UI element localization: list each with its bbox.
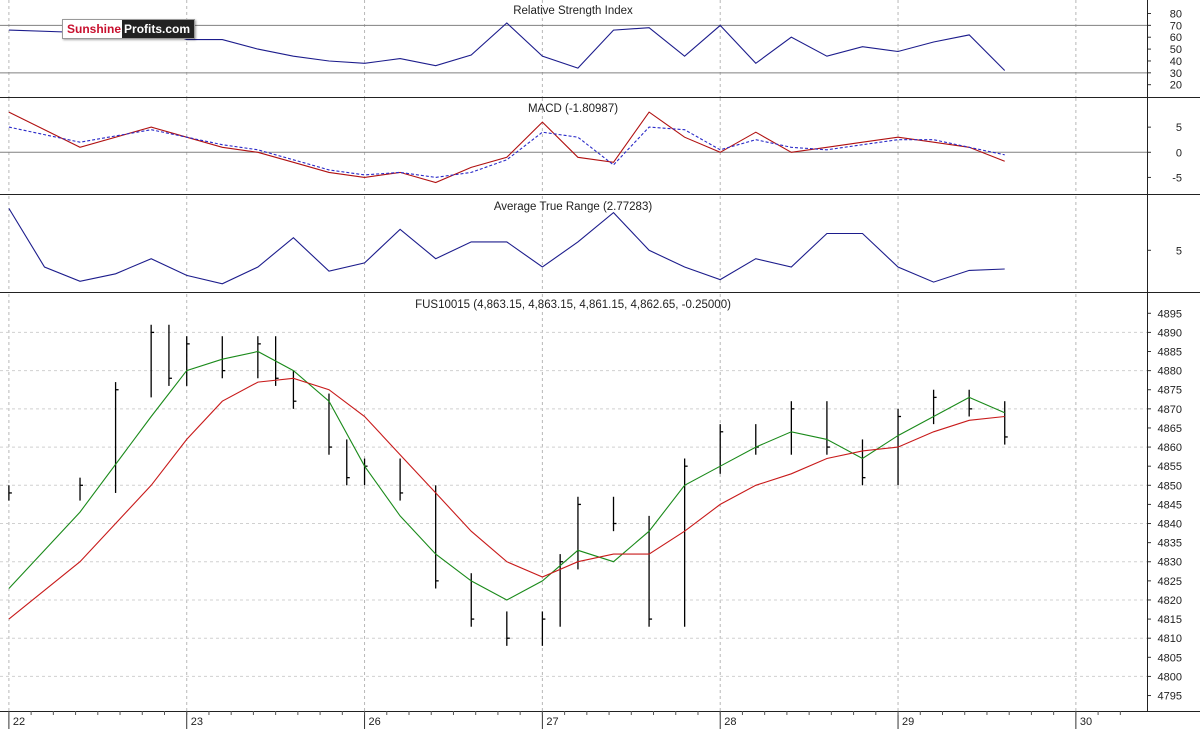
y-tick-label: 4800 bbox=[1158, 671, 1182, 683]
rsi-series-line bbox=[8, 22, 1006, 71]
y-tick-label: 4840 bbox=[1158, 519, 1182, 531]
y-tick-label: 4835 bbox=[1158, 538, 1182, 550]
x-tick-label: 26 bbox=[369, 716, 381, 728]
y-tick-label: 4865 bbox=[1158, 423, 1182, 435]
macd-series-line bbox=[8, 126, 1005, 178]
y-tick-label: 4890 bbox=[1158, 327, 1182, 339]
y-tick-label: 4895 bbox=[1158, 308, 1182, 320]
logo-text-sunshine: Sunshine bbox=[63, 20, 123, 38]
panel-title: Relative Strength Index bbox=[513, 5, 633, 17]
y-tick-label: 4810 bbox=[1158, 633, 1182, 645]
price-series-line bbox=[8, 350, 1005, 601]
y-tick-label: 4805 bbox=[1158, 652, 1182, 664]
y-tick-label: 4830 bbox=[1158, 557, 1182, 569]
sunshine-profits-logo: Sunshine Profits.com bbox=[62, 19, 196, 39]
y-tick-label: 4850 bbox=[1158, 480, 1182, 492]
y-tick-label: 40 bbox=[1170, 56, 1182, 68]
y-tick-label: 4870 bbox=[1158, 404, 1182, 416]
y-tick-label: 5 bbox=[1176, 245, 1182, 257]
y-tick-label: 60 bbox=[1170, 32, 1182, 44]
y-tick-label: 4845 bbox=[1158, 499, 1182, 511]
price-series-line bbox=[8, 377, 1005, 620]
y-tick-label: 50 bbox=[1170, 44, 1182, 56]
y-tick-label: 4815 bbox=[1158, 614, 1182, 626]
y-tick-label: 0 bbox=[1176, 147, 1182, 159]
y-tick-label: 30 bbox=[1170, 68, 1182, 80]
y-tick-label: 70 bbox=[1170, 20, 1182, 32]
x-tick-label: 30 bbox=[1080, 716, 1092, 728]
y-tick-label: 20 bbox=[1170, 80, 1182, 92]
y-tick-label: 4885 bbox=[1158, 347, 1182, 359]
macd-series-line bbox=[8, 111, 1005, 184]
y-tick-label: 4795 bbox=[1158, 691, 1182, 703]
x-tick-label: 22 bbox=[13, 716, 25, 728]
y-tick-label: -5 bbox=[1172, 172, 1182, 184]
panel-title: Average True Range (2.77283) bbox=[494, 201, 653, 213]
logo-text-profits: Profits.com bbox=[122, 20, 195, 38]
y-tick-label: 4825 bbox=[1158, 576, 1182, 588]
y-tick-label: 4855 bbox=[1158, 461, 1182, 473]
y-tick-label: 4875 bbox=[1158, 385, 1182, 397]
x-tick-label: 28 bbox=[724, 716, 736, 728]
x-tick-label: 27 bbox=[546, 716, 558, 728]
y-tick-label: 4880 bbox=[1158, 366, 1182, 378]
y-tick-label: 80 bbox=[1170, 8, 1182, 20]
panel-title: FUS10015 (4,863.15, 4,863.15, 4,861.15, … bbox=[415, 299, 731, 311]
atr-series-line bbox=[8, 208, 1005, 285]
y-tick-label: 4860 bbox=[1158, 442, 1182, 454]
y-tick-label: 4820 bbox=[1158, 595, 1182, 607]
y-tick-label: 5 bbox=[1176, 122, 1182, 134]
x-tick-label: 23 bbox=[191, 716, 203, 728]
panel-title: MACD (-1.80987) bbox=[528, 103, 618, 115]
x-tick-label: 29 bbox=[902, 716, 914, 728]
